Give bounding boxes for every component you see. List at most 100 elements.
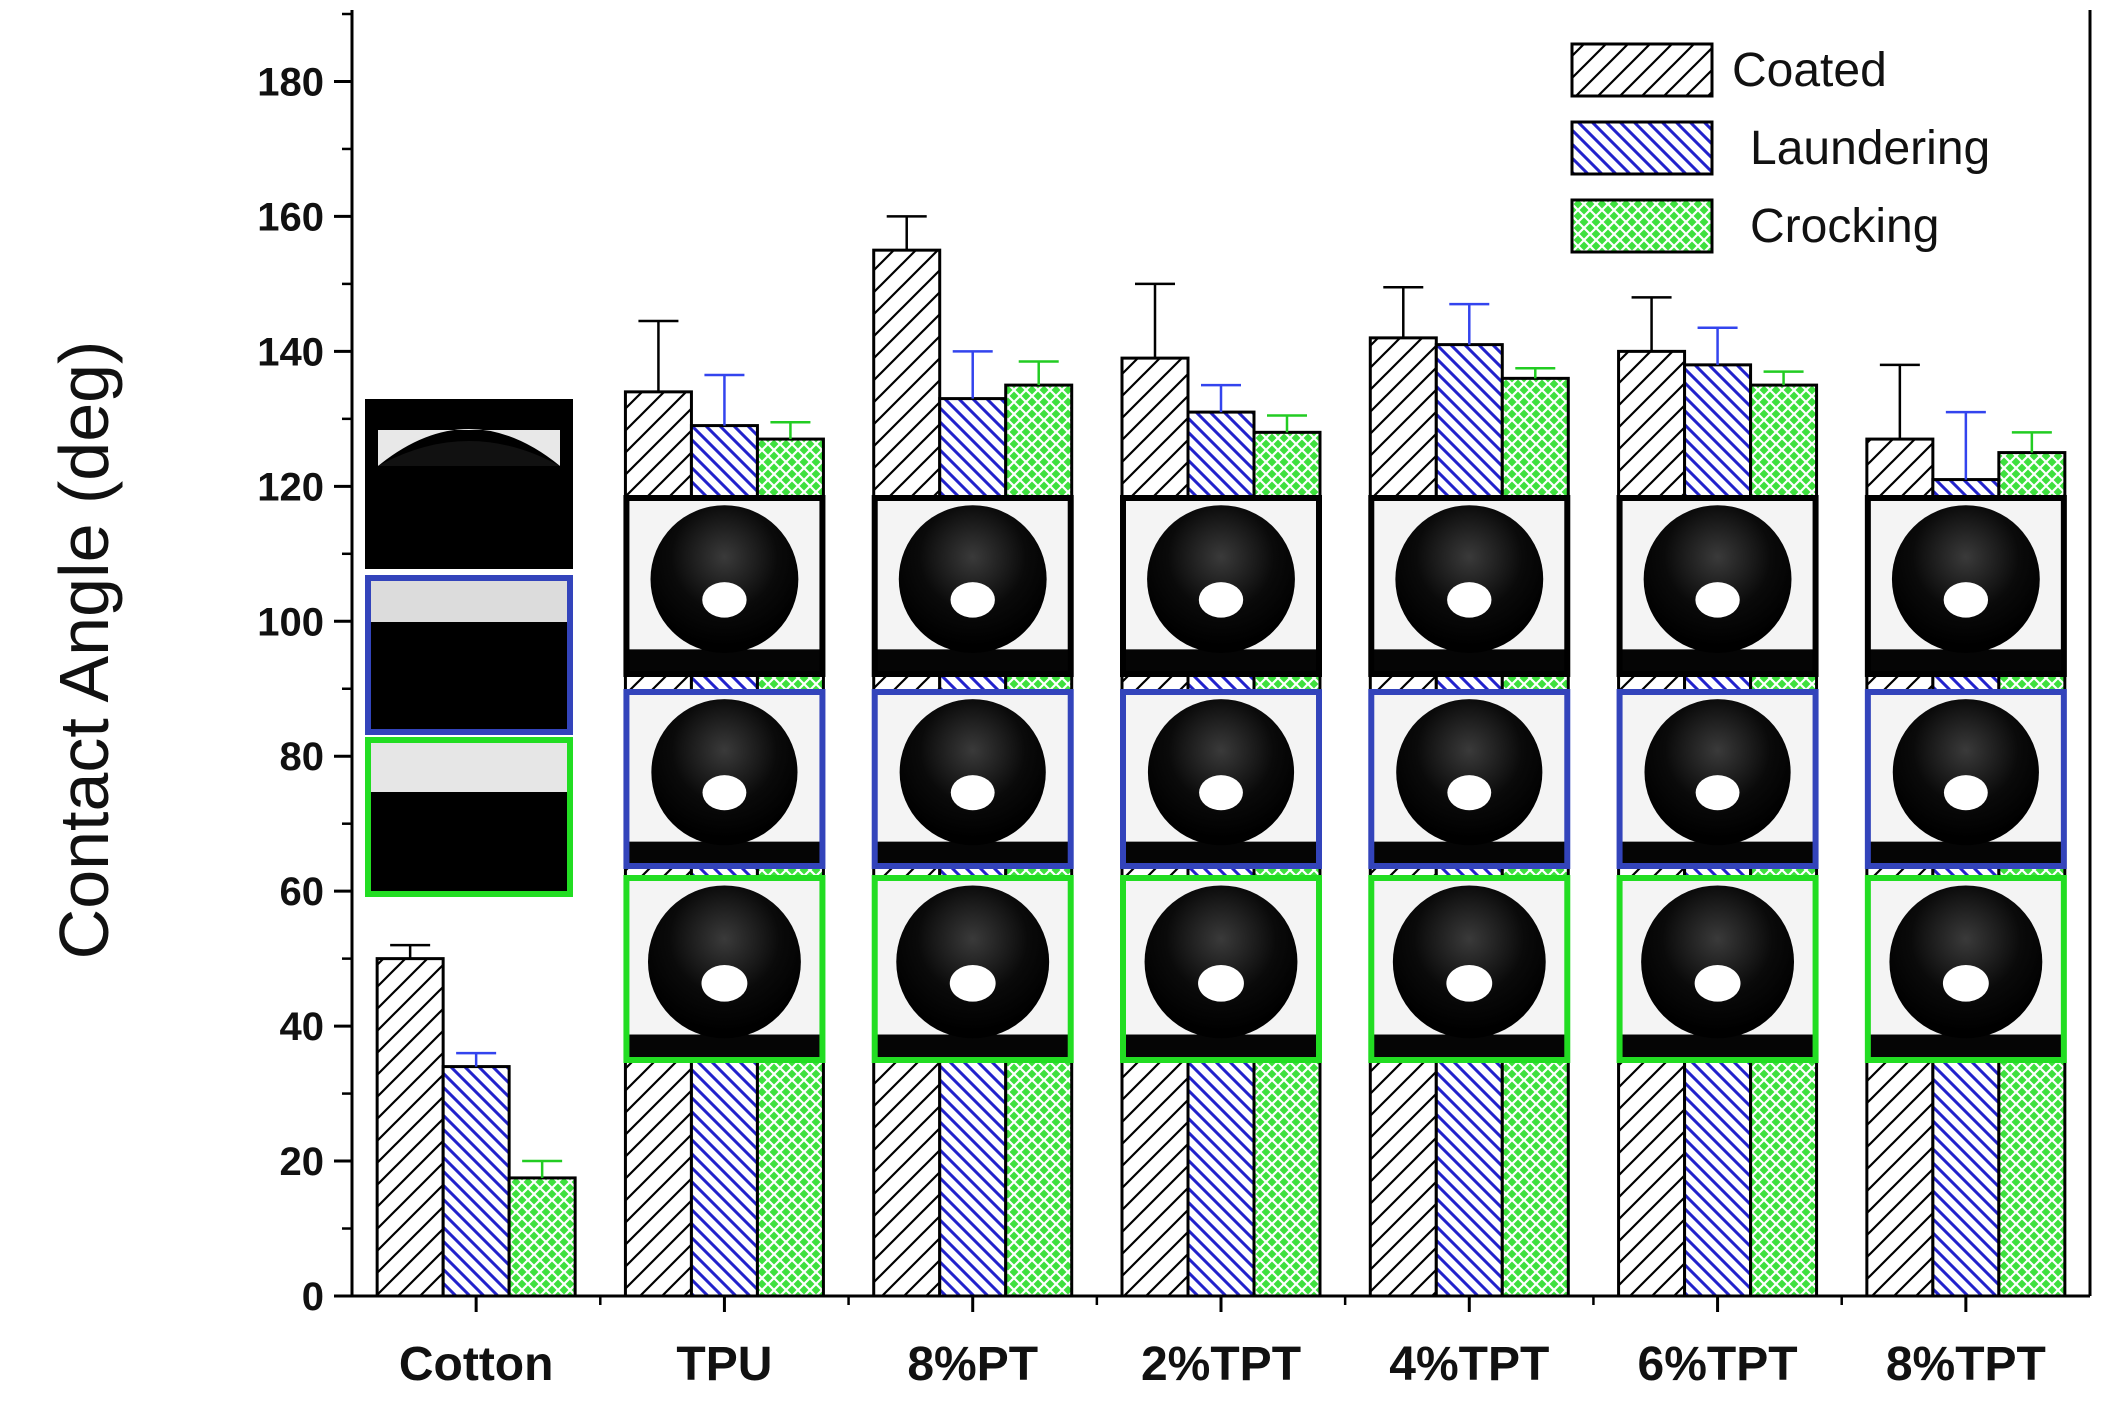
inset-crocking [871, 875, 1074, 1063]
inset-frame [365, 575, 573, 735]
droplet-highlight [1199, 775, 1243, 811]
inset-frame [1120, 875, 1322, 1063]
droplet-highlight [1695, 582, 1740, 618]
inset-frame [365, 399, 573, 569]
inset-crocking [623, 875, 826, 1063]
y-tick-label-160: 160 [257, 195, 324, 239]
y-tick-label-40: 40 [280, 1005, 325, 1049]
inset-substrate [626, 1034, 823, 1060]
inset-substrate [874, 1034, 1071, 1060]
inset-substrate [1371, 649, 1568, 674]
x-tick-label-2pcttpt: 2%TPT [1141, 1338, 1301, 1391]
inset-group-8pctpt [871, 495, 1074, 1063]
y-tick-label-80: 80 [280, 735, 325, 779]
inset-laundering [1120, 689, 1322, 869]
droplet-highlight [1198, 582, 1244, 618]
inset-laundering [1864, 689, 2067, 869]
inset-coated [623, 495, 826, 677]
y-tick-label-180: 180 [257, 60, 324, 104]
inset-substrate [1867, 841, 2064, 866]
inset-group-cotton [365, 399, 573, 897]
inset-coated [1616, 495, 1819, 677]
inset-substrate [874, 841, 1071, 866]
inset-laundering [871, 689, 1074, 869]
droplet-highlight [702, 582, 747, 618]
inset-crocking [1120, 875, 1322, 1063]
droplet-highlight [1943, 582, 1989, 618]
droplet-insets [365, 399, 2067, 1063]
inset-substrate [1123, 1034, 1319, 1060]
water-droplet [1147, 699, 1295, 846]
inset-frame [1864, 495, 2067, 677]
water-droplet [1396, 699, 1543, 846]
water-droplet [1644, 699, 1791, 846]
inset-frame [871, 495, 1074, 677]
legend-swatch-crocking [1570, 198, 1714, 254]
legend-label-crocking: Crocking [1750, 200, 1939, 253]
inset-coated [1864, 495, 2067, 677]
inset-frame [871, 875, 1074, 1063]
x-tick-label-6pcttpt: 6%TPT [1638, 1338, 1798, 1391]
water-droplet [899, 699, 1046, 846]
inset-group-8pcttpt [1864, 495, 2067, 1063]
water-droplet [1892, 699, 2039, 846]
inset-laundering [1616, 689, 1819, 869]
droplet-highlight [1446, 964, 1493, 1002]
y-tick-label-140: 140 [257, 330, 324, 374]
inset-substrate [1123, 649, 1319, 674]
inset-cotton-laundering [365, 575, 573, 735]
inset-frame [1120, 689, 1322, 869]
inset-coated [871, 495, 1074, 677]
droplet-highlight [950, 582, 995, 618]
water-droplet [1643, 505, 1792, 654]
inset-frame [1616, 689, 1819, 869]
water-droplet [1891, 505, 2040, 654]
inset-coated [1368, 495, 1571, 677]
inset-laundering [1368, 689, 1571, 869]
y-tick-label-120: 120 [257, 465, 324, 509]
inset-substrate [1123, 841, 1319, 866]
water-droplet [1147, 505, 1295, 654]
inset-substrate [626, 841, 823, 866]
inset-group-tpu [623, 495, 826, 1063]
inset-frame [871, 689, 1074, 869]
y-tick-label-20: 20 [280, 1140, 325, 1184]
droplet-highlight [949, 964, 996, 1002]
water-droplet [1395, 505, 1544, 654]
axes: 0 20 40 60 80 100 120 140 160 180 Cotton TPU 8%PT 2%T… [257, 10, 2092, 1391]
y-tick-label-0: 0 [302, 1275, 324, 1319]
droplet-highlight [950, 775, 995, 811]
inset-group-2pcttpt [1120, 495, 1322, 1063]
wetted-film [378, 441, 560, 466]
x-tick-label-8pctpt: 8%PT [907, 1338, 1038, 1391]
bar-laundering-cotton [441, 1065, 511, 1298]
inset-frame [1864, 875, 2067, 1063]
inset-background [368, 402, 570, 566]
inset-frame [623, 495, 826, 677]
water-droplet [896, 885, 1050, 1039]
inset-crocking [1368, 875, 1571, 1063]
droplet-cap [378, 429, 560, 466]
water-droplet [647, 885, 801, 1039]
water-droplet [651, 699, 798, 846]
droplet-highlight [1694, 964, 1741, 1002]
inset-substrate [1371, 1034, 1568, 1060]
inset-substrate [1867, 1034, 2064, 1060]
inset-cotton-crocking [365, 737, 573, 897]
x-tick-label-tpu: TPU [676, 1338, 772, 1391]
inset-sky [368, 578, 570, 622]
inset-group-4pcttpt [1368, 495, 1571, 1063]
bar-coated-cotton [375, 957, 445, 1298]
inset-laundering [623, 689, 826, 869]
inset-cotton-coated [365, 399, 573, 569]
legend-swatch-coated [1570, 42, 1714, 98]
droplet-highlight [1943, 775, 1988, 811]
water-droplet [1889, 885, 2043, 1039]
inset-substrate [1619, 649, 1816, 674]
inset-frame [1616, 875, 1819, 1063]
inset-frame [1368, 495, 1571, 677]
inset-substrate [1867, 649, 2064, 674]
inset-substrate [626, 649, 823, 674]
